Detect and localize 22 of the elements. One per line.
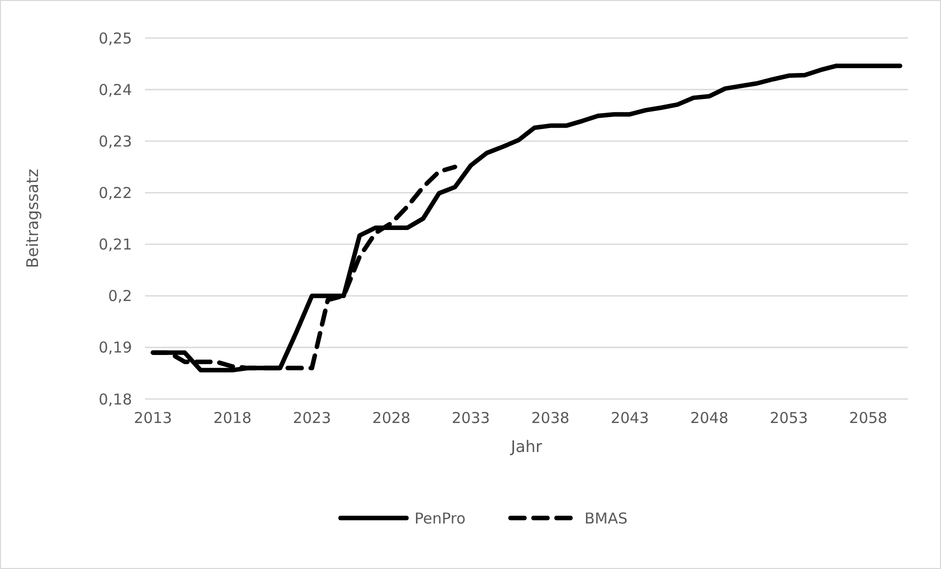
legend-label: BMAS — [584, 509, 628, 528]
y-tick-label: 0,22 — [98, 184, 132, 202]
y-tick-label: 0,18 — [98, 390, 132, 408]
y-tick-label: 0,2 — [108, 287, 132, 306]
y-tick-label: 0,21 — [98, 236, 132, 254]
x-tick-label: 2028 — [372, 409, 410, 427]
x-tick-label: 2053 — [770, 409, 808, 427]
y-tick-label: 0,23 — [98, 132, 132, 150]
x-tick-label: 2013 — [134, 409, 172, 427]
y-axis-title: Beitragssatz — [23, 168, 42, 268]
x-tick-label: 2018 — [213, 409, 252, 427]
x-tick-label: 2058 — [849, 409, 888, 427]
x-axis-title: Jahr — [510, 437, 543, 456]
x-tick-label: 2033 — [452, 409, 490, 427]
x-tick-label: 2043 — [610, 409, 649, 427]
x-tick-label: 2038 — [531, 409, 570, 427]
y-tick-label: 0,19 — [98, 338, 132, 357]
x-tick-label: 2023 — [292, 409, 331, 427]
legend-label: PenPro — [414, 509, 466, 528]
y-tick-label: 0,24 — [98, 80, 132, 99]
x-tick-label: 2048 — [690, 409, 728, 427]
y-tick-label: 0,25 — [98, 29, 132, 48]
